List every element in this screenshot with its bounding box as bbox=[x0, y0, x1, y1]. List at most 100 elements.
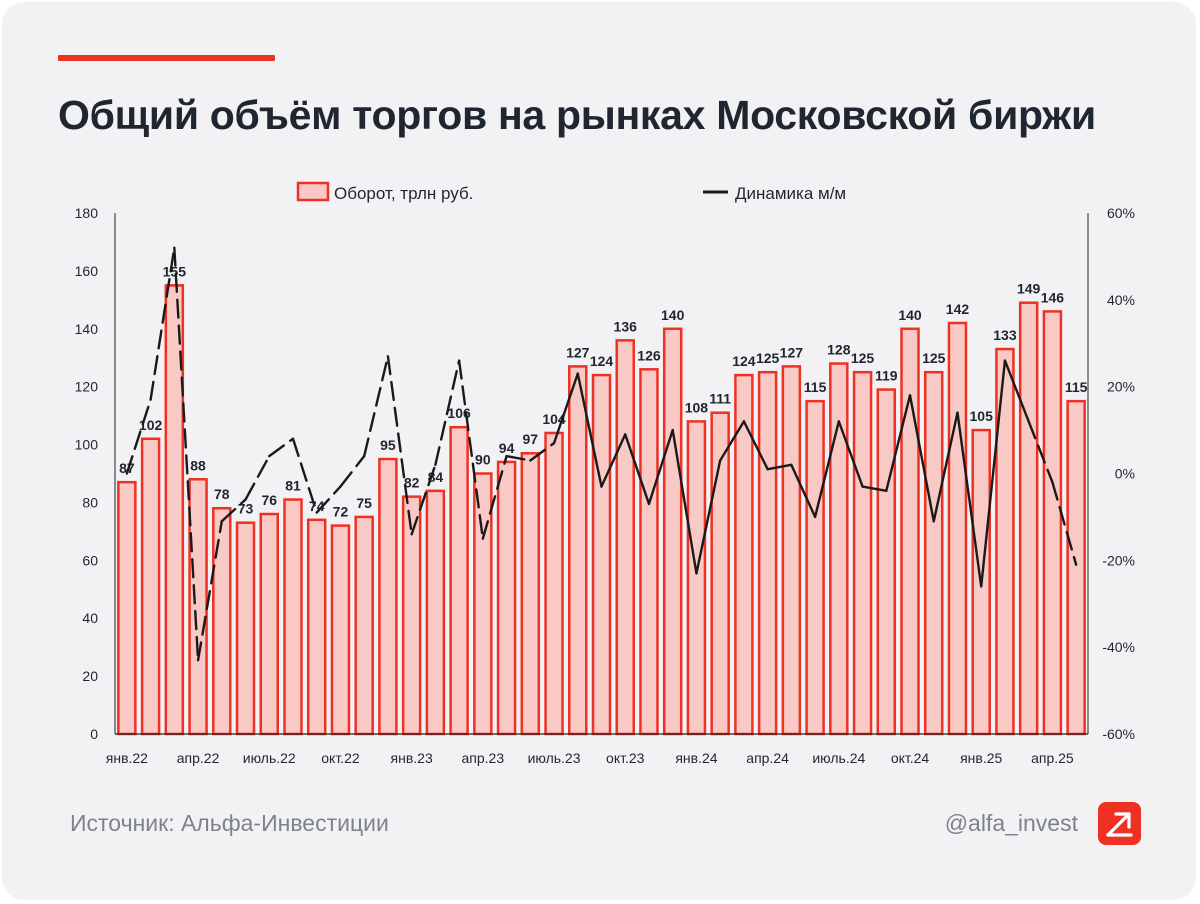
handle-link[interactable]: @alfa_invest bbox=[944, 810, 1078, 836]
line-segment bbox=[885, 394, 912, 493]
bar-value-label: 82 bbox=[404, 475, 420, 491]
x-tick-label: июль.23 bbox=[528, 750, 581, 766]
line-segment bbox=[457, 359, 485, 540]
y-tick-left-label: 140 bbox=[75, 321, 99, 337]
line-segment bbox=[647, 428, 674, 506]
bar-value-label: 155 bbox=[163, 263, 187, 279]
x-tick-label: июль.24 bbox=[812, 750, 865, 766]
bar bbox=[117, 480, 137, 736]
bar-value-label: 136 bbox=[614, 318, 638, 334]
line-segment bbox=[718, 420, 746, 462]
bar-value-label: 125 bbox=[756, 350, 780, 366]
line-segment bbox=[149, 246, 176, 401]
bar-value-label: 142 bbox=[946, 301, 970, 317]
bar-value-label: 128 bbox=[827, 342, 851, 358]
line-segment bbox=[600, 433, 627, 488]
bar-value-label: 115 bbox=[804, 379, 827, 395]
bar-value-label: 76 bbox=[261, 492, 277, 508]
line-segment bbox=[813, 420, 841, 519]
legend: Оборот, трлн руб. Динамика м/м bbox=[296, 181, 846, 203]
x-tick-label: окт.22 bbox=[321, 750, 360, 766]
bar bbox=[140, 437, 161, 736]
bar-value-label: 125 bbox=[851, 350, 875, 366]
bar-value-label: 97 bbox=[523, 431, 539, 447]
bar bbox=[235, 521, 256, 736]
y-tick-right-label: 60% bbox=[1107, 205, 1135, 221]
bar-value-label: 105 bbox=[970, 408, 994, 424]
line-segment bbox=[671, 428, 698, 575]
y-axis-left: 0 20 40 60 80 100 120 140 160 180 bbox=[75, 205, 116, 742]
x-tick-label: апр.22 bbox=[177, 750, 220, 766]
bar bbox=[686, 420, 707, 736]
y-tick-left-label: 80 bbox=[82, 494, 98, 510]
bar bbox=[568, 365, 588, 736]
bar bbox=[378, 457, 398, 736]
y-tick-right-label: -60% bbox=[1102, 726, 1135, 742]
x-tick-label: окт.23 bbox=[606, 750, 645, 766]
bar-value-label: 108 bbox=[685, 399, 709, 415]
line-segment bbox=[932, 411, 959, 523]
bar bbox=[306, 518, 327, 736]
bar bbox=[923, 370, 944, 736]
bar-value-label: 124 bbox=[732, 353, 756, 369]
y-tick-left-label: 0 bbox=[90, 726, 98, 742]
bar-value-label: 146 bbox=[1041, 289, 1065, 305]
line-segment bbox=[244, 454, 271, 501]
bar bbox=[283, 498, 303, 736]
line-segment bbox=[362, 355, 390, 458]
y-tick-right-label: 0% bbox=[1115, 466, 1135, 482]
bar bbox=[473, 472, 493, 736]
y-tick-left-label: 40 bbox=[82, 610, 98, 626]
y-tick-left-label: 120 bbox=[75, 379, 99, 395]
x-tick-label: янв.23 bbox=[391, 750, 433, 766]
line-segment bbox=[980, 359, 1007, 588]
y-tick-left-label: 160 bbox=[75, 263, 99, 279]
bar-value-label: 106 bbox=[447, 405, 471, 421]
line-segment bbox=[552, 372, 579, 445]
source-text: Источник: Альфа-Инвестиции bbox=[70, 810, 389, 836]
bar bbox=[354, 515, 374, 736]
bar bbox=[639, 368, 659, 736]
x-tick-label: янв.24 bbox=[675, 750, 717, 766]
x-tick-label: апр.24 bbox=[746, 750, 789, 766]
bar bbox=[544, 431, 564, 736]
line-segment bbox=[837, 420, 864, 488]
bar-value-label: 111 bbox=[709, 391, 731, 407]
bar bbox=[1042, 310, 1063, 736]
bar-value-label: 140 bbox=[661, 307, 685, 323]
bar-value-label: 124 bbox=[590, 353, 614, 369]
line-segment bbox=[861, 485, 888, 493]
line-segment bbox=[956, 411, 983, 588]
bar bbox=[900, 327, 920, 736]
bar-value-label: 149 bbox=[1017, 281, 1041, 297]
line-segment bbox=[386, 355, 413, 536]
line-segment bbox=[196, 520, 223, 662]
line-segment bbox=[505, 454, 532, 462]
x-tick-label: апр.25 bbox=[1031, 750, 1074, 766]
bar-value-label: 73 bbox=[238, 501, 254, 517]
alfa-logo-icon bbox=[1098, 802, 1141, 845]
line-segment bbox=[695, 459, 722, 575]
x-tick-label: янв.22 bbox=[106, 750, 148, 766]
line-segment bbox=[742, 420, 769, 471]
line-segment bbox=[624, 433, 651, 506]
bar bbox=[1066, 399, 1086, 736]
page-title: Общий объём торгов на рынках Московской … bbox=[58, 92, 1096, 138]
line-segment bbox=[908, 394, 935, 523]
bar-value-label: 133 bbox=[993, 327, 1017, 343]
bar bbox=[591, 373, 612, 736]
x-axis: янв.22 апр.22 июль.22 окт.22 янв.23 апр.23 июл… bbox=[106, 733, 1088, 766]
line-segment bbox=[1027, 420, 1054, 484]
line-segment bbox=[766, 463, 793, 471]
bar bbox=[805, 399, 825, 736]
y-tick-right-label: 40% bbox=[1107, 292, 1135, 308]
y-tick-left-label: 100 bbox=[75, 437, 99, 453]
bar-value-label: 72 bbox=[333, 504, 349, 520]
bar bbox=[1018, 301, 1039, 736]
line-segment bbox=[1003, 359, 1030, 423]
bar bbox=[425, 489, 446, 736]
x-tick-label: окт.24 bbox=[891, 750, 930, 766]
accent-line bbox=[58, 55, 275, 61]
